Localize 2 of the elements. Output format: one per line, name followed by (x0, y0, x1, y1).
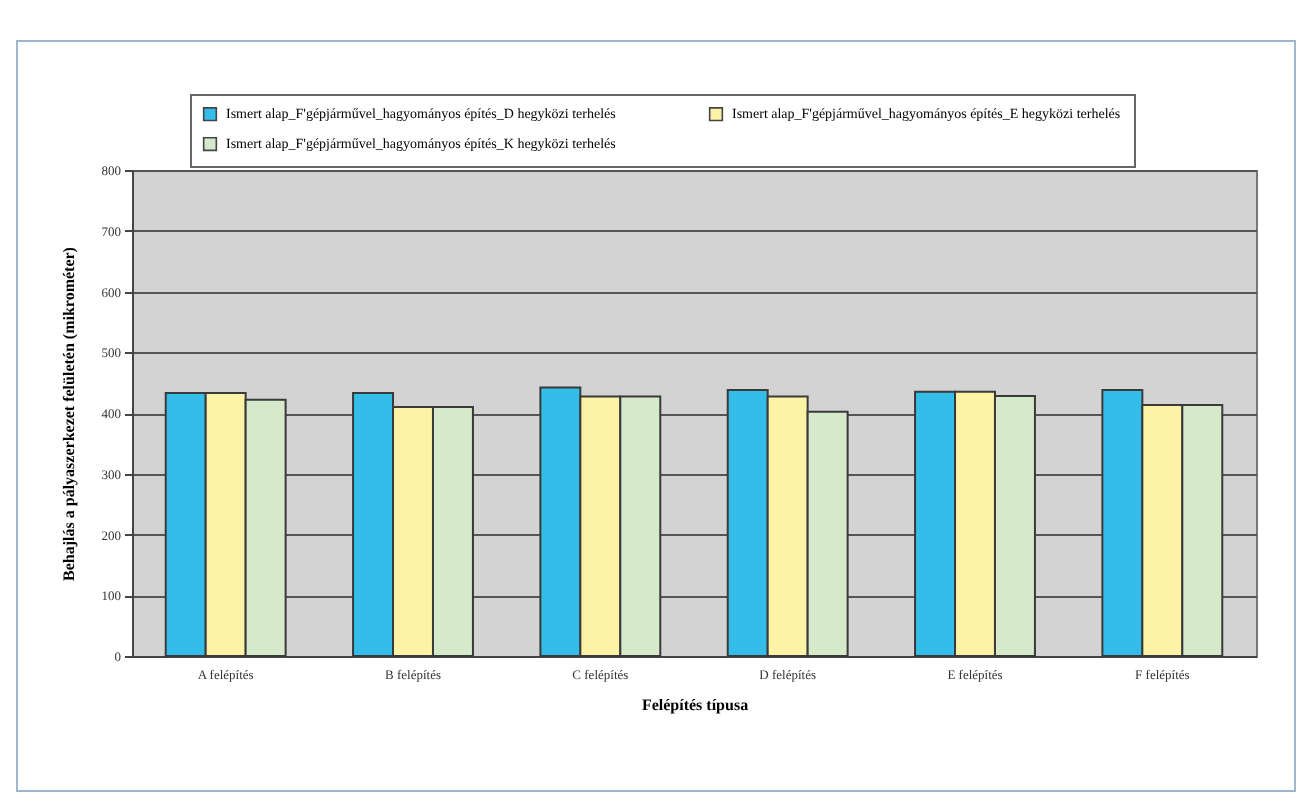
x-axis-title: Felépítés típusa (641, 696, 749, 714)
y-axis-title: Behajlás a pályaszerkezet felületén (mikrométer) (59, 246, 78, 581)
